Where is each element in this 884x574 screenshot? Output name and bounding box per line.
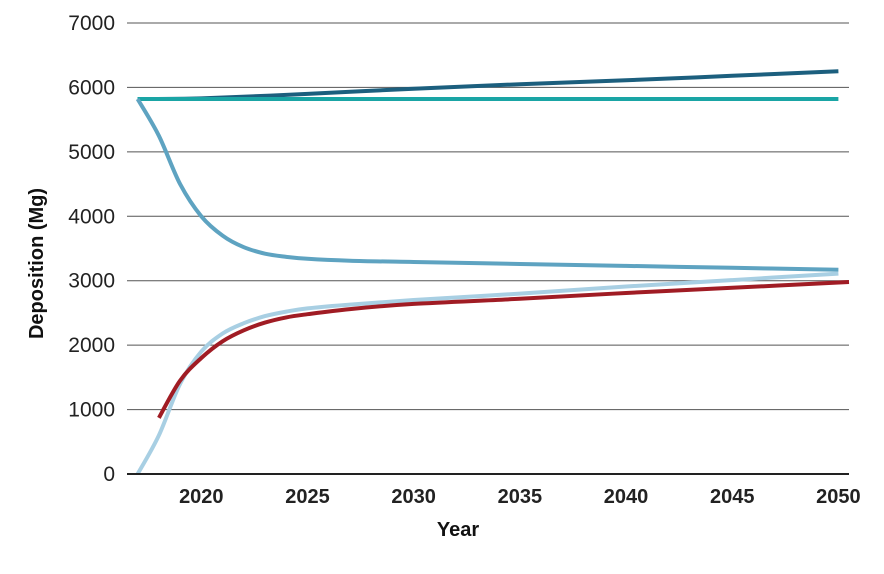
y-tick-labels: 0 1000 2000 3000 4000 5000 6000 7000	[68, 12, 115, 486]
series-line-5	[157, 280, 850, 419]
x-tick-label: 2030	[391, 486, 436, 508]
x-axis-label: Year	[437, 519, 479, 541]
y-tick-label: 3000	[68, 270, 115, 293]
x-tick-labels: 2020 2025 2030 2035 2040 2045 2050	[179, 486, 861, 508]
y-tick-label: 5000	[68, 141, 115, 164]
x-tick-label: 2025	[285, 486, 330, 508]
gridlines	[127, 22, 849, 411]
x-tick-label: 2045	[710, 486, 755, 508]
x-tick-label: 2040	[604, 486, 649, 508]
series-lines	[135, 69, 850, 475]
x-tick-label: 2020	[179, 486, 224, 508]
y-tick-label: 4000	[68, 205, 115, 228]
y-axis-label: Deposition (Mg)	[26, 188, 48, 339]
series-line-4	[135, 271, 839, 475]
x-tick-label: 2035	[498, 486, 543, 508]
y-tick-label: 0	[103, 463, 115, 486]
series-line-3	[135, 97, 839, 272]
x-tick-label: 2050	[816, 486, 861, 508]
y-tick-label: 7000	[68, 12, 115, 35]
y-tick-label: 2000	[68, 334, 115, 357]
y-tick-label: 1000	[68, 399, 115, 422]
series-line-1	[137, 69, 839, 101]
y-tick-label: 6000	[68, 76, 115, 99]
